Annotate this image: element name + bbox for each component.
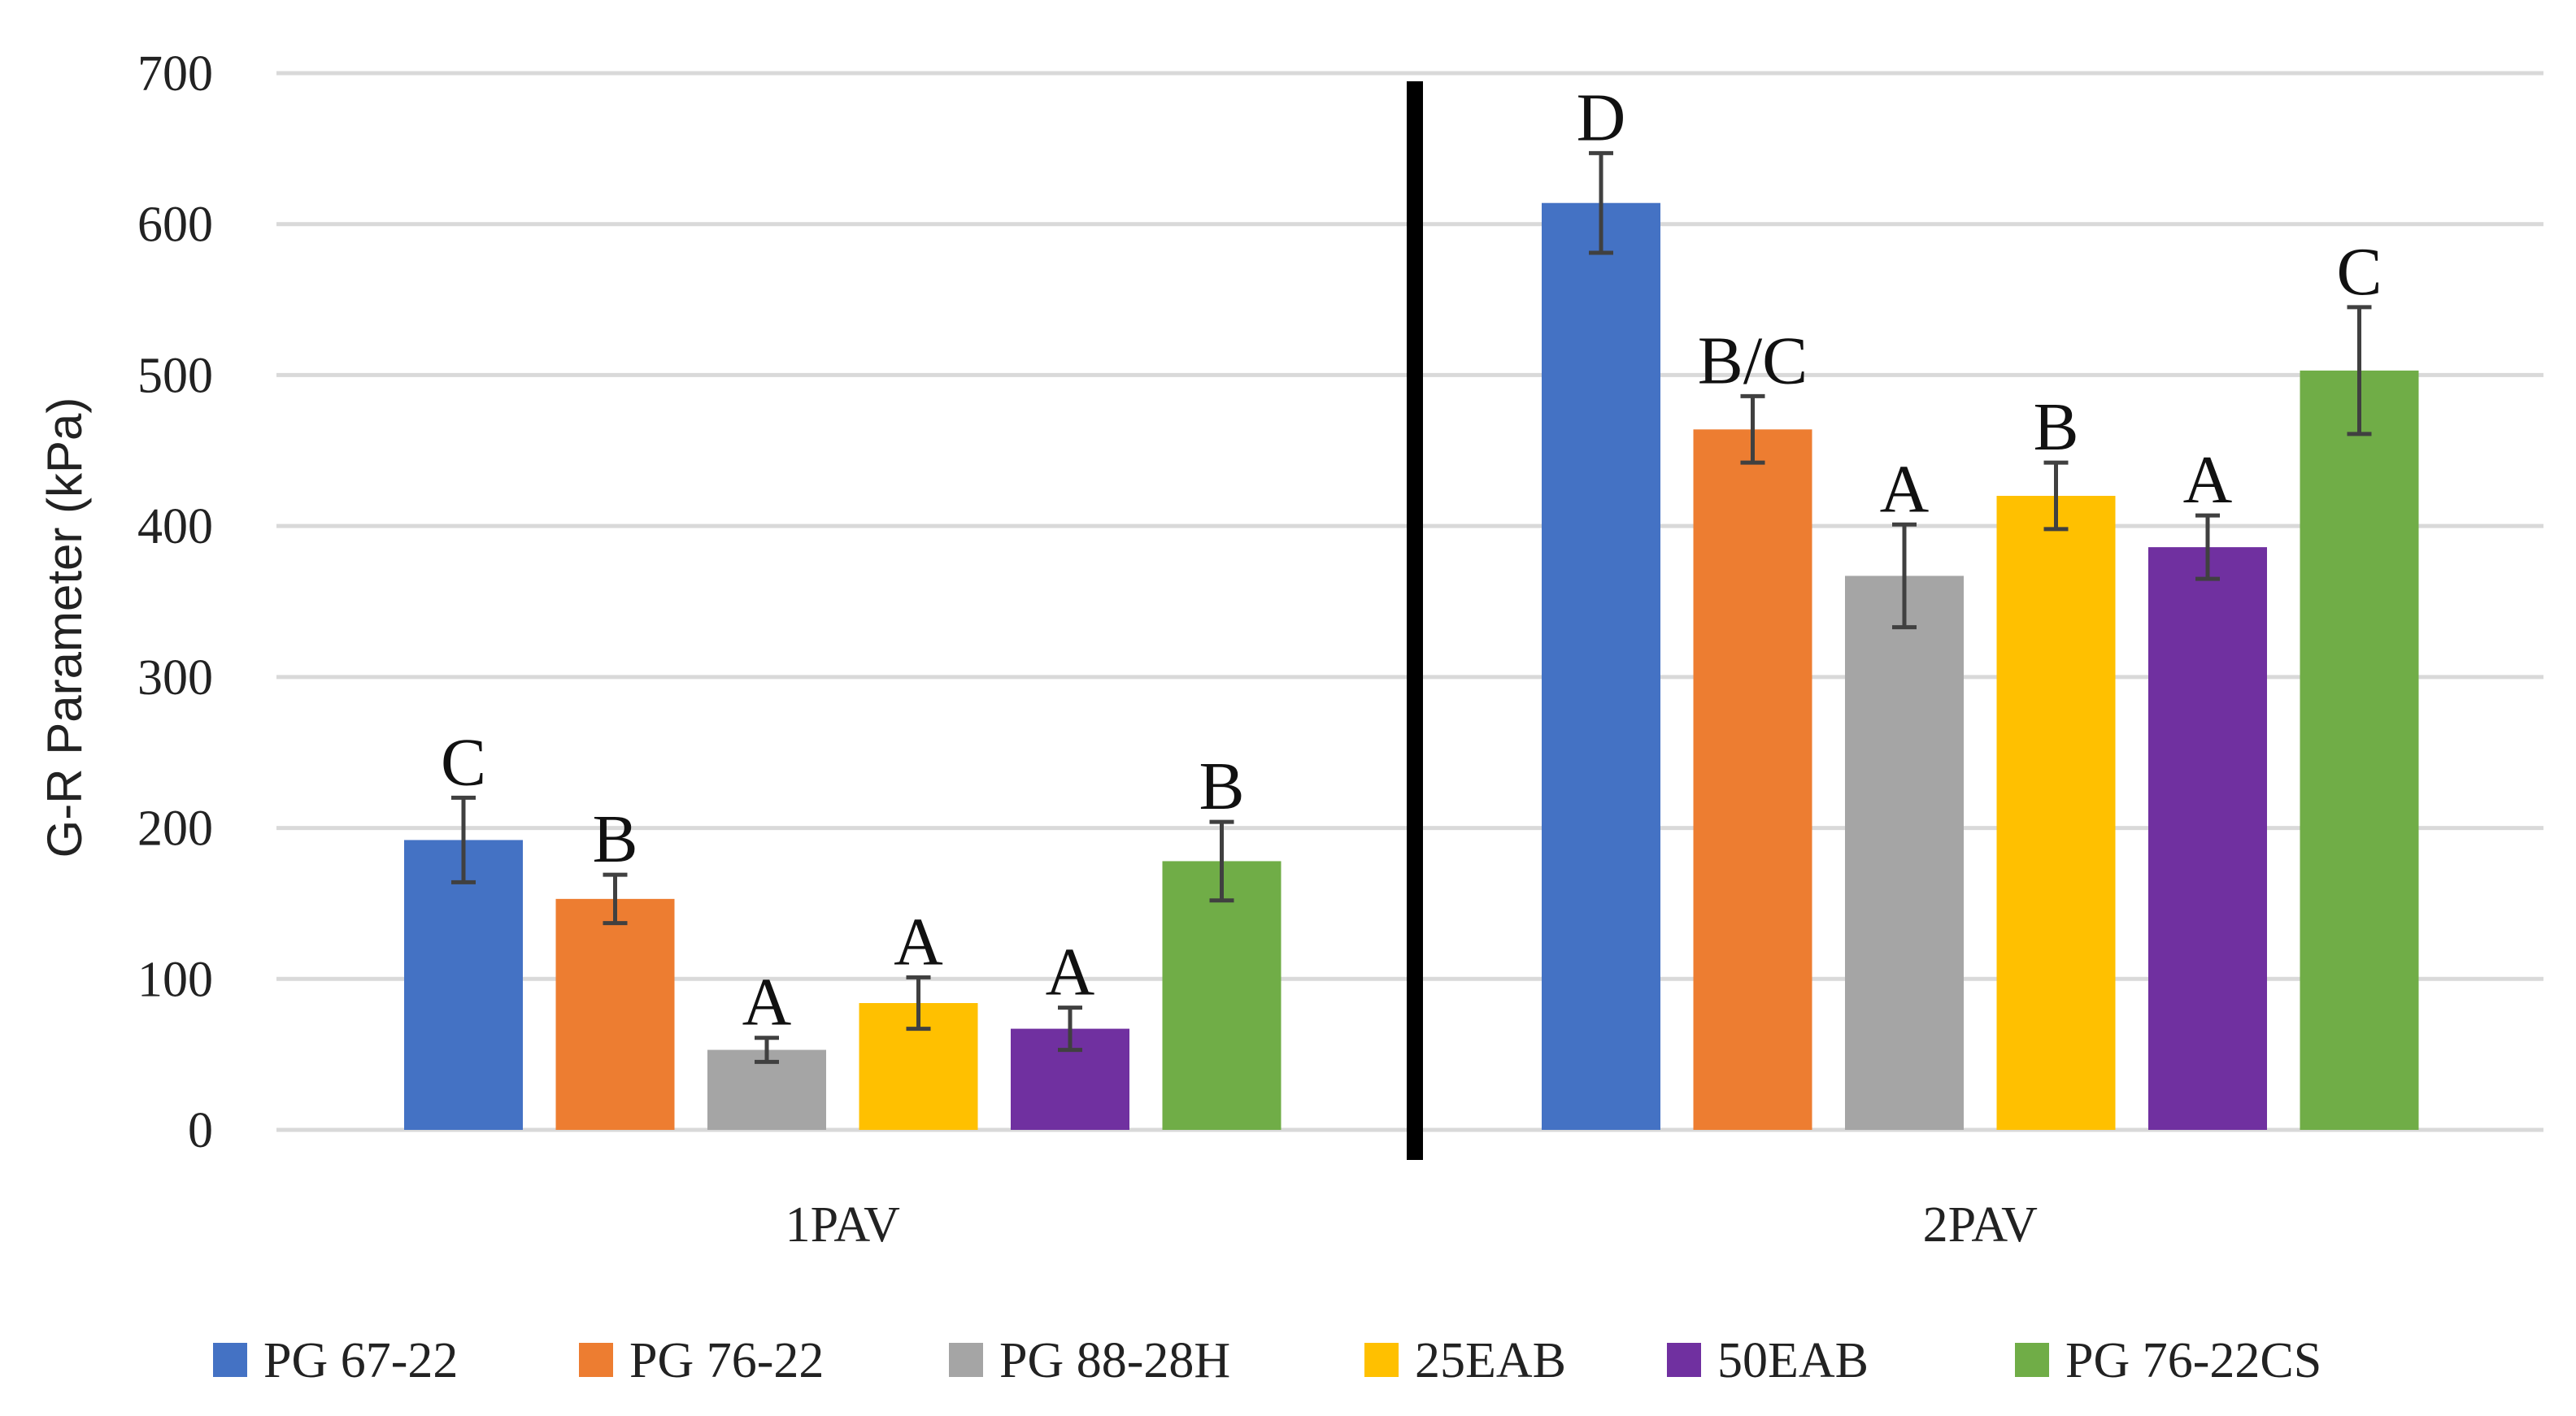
legend-label: PG 76-22	[629, 1333, 824, 1388]
bars	[404, 202, 2419, 1131]
significance-label: B	[2033, 389, 2078, 465]
y-tick-label: 500	[137, 348, 213, 403]
significance-label: C	[2336, 234, 2382, 310]
significance-label: A	[2183, 442, 2233, 518]
y-tick-label: 700	[137, 46, 213, 102]
y-tick-label: 400	[137, 499, 213, 554]
x-axis-ticks: 1PAV 2PAV	[785, 1197, 2039, 1253]
bar	[404, 840, 523, 1130]
bar	[1162, 861, 1281, 1130]
bar	[2148, 547, 2267, 1130]
significance-label: B	[1199, 749, 1244, 824]
bar	[555, 898, 675, 1130]
significance-labels: C B A A A B D B/C A B A C	[441, 80, 2382, 1040]
significance-label: A	[894, 904, 943, 979]
significance-label: A	[742, 965, 792, 1040]
y-tick-label: 300	[137, 650, 213, 706]
legend-swatch	[949, 1343, 983, 1377]
y-tick-label: 200	[137, 801, 213, 857]
y-tick-label: 0	[188, 1103, 213, 1158]
significance-label: B/C	[1698, 323, 1808, 398]
y-axis-label: G-R Parameter (kPa)	[37, 397, 92, 858]
bar	[1693, 429, 1812, 1130]
bar	[1996, 496, 2116, 1130]
significance-label: C	[441, 724, 486, 800]
legend-label: 50EAB	[1717, 1333, 1869, 1388]
legend-swatch	[2015, 1343, 2049, 1377]
significance-label: A	[1046, 935, 1095, 1010]
legend-label: 25EAB	[1415, 1333, 1566, 1388]
legend: PG 67-22 PG 76-22 PG 88-28H 25EAB 50EAB PG 76…	[213, 1333, 2321, 1388]
bar	[1542, 202, 1660, 1131]
bar	[1845, 576, 1964, 1130]
legend-label: PG 67-22	[263, 1333, 458, 1388]
y-tick-label: 100	[137, 952, 213, 1007]
significance-label: B	[592, 801, 637, 877]
x-tick-label: 1PAV	[785, 1197, 901, 1253]
significance-label: A	[1880, 451, 1930, 527]
significance-label: D	[1577, 80, 1626, 155]
legend-label: PG 88-28H	[999, 1333, 1230, 1388]
error-bars	[451, 150, 2372, 1064]
legend-swatch	[1667, 1343, 1701, 1377]
legend-swatch	[579, 1343, 613, 1377]
legend-label: PG 76-22CS	[2065, 1333, 2321, 1388]
legend-swatch	[1364, 1343, 1399, 1377]
x-tick-label: 2PAV	[1923, 1197, 2039, 1253]
legend-swatch	[213, 1343, 247, 1377]
y-axis-ticks: 0 100 200 300 400 500 600 700	[137, 46, 213, 1158]
y-tick-label: 600	[137, 198, 213, 253]
bar	[2300, 370, 2419, 1130]
